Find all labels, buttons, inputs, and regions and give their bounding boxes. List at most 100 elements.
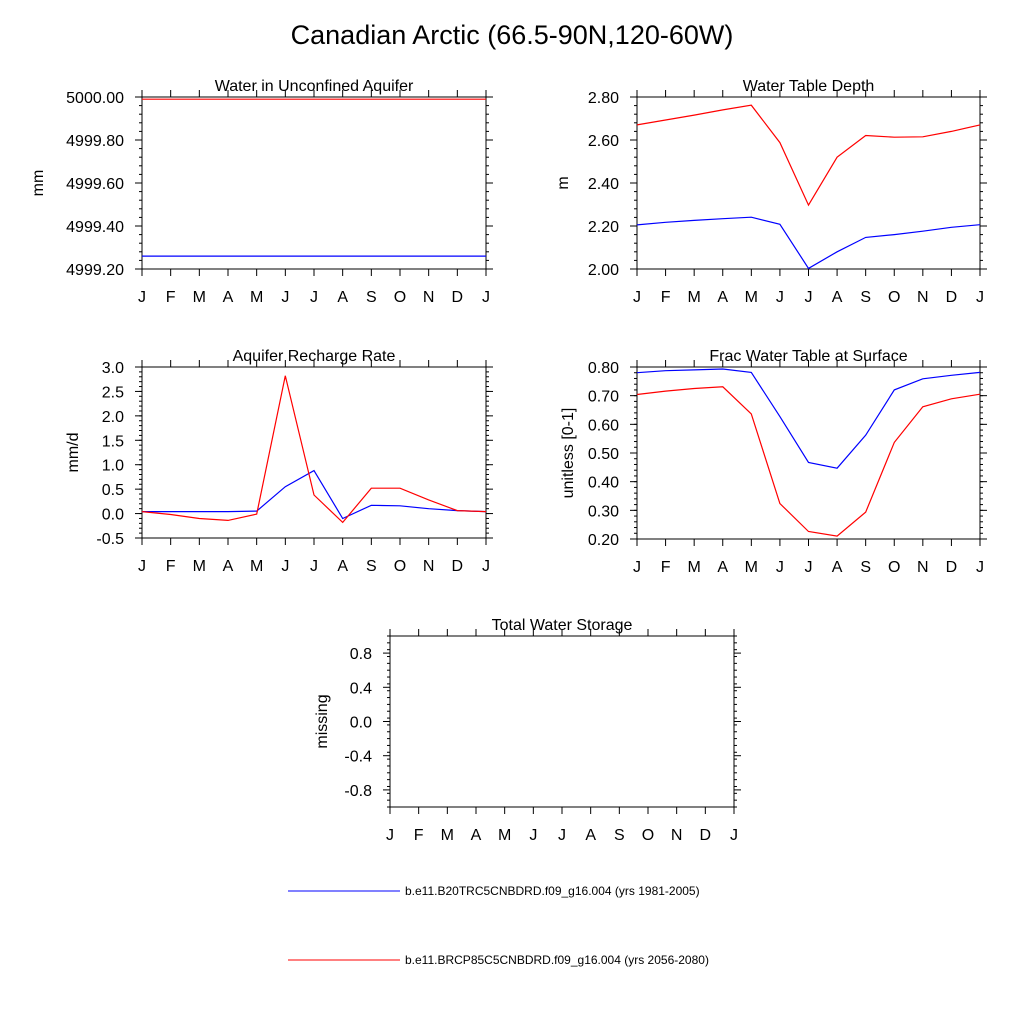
x-tick-label: F xyxy=(661,559,671,576)
x-tick-label: J xyxy=(976,559,984,576)
y-tick-label: 4999.60 xyxy=(66,176,124,193)
x-tick-label: A xyxy=(337,558,348,575)
y-tick-label: 0.70 xyxy=(588,389,619,406)
x-tick-label: N xyxy=(917,559,929,576)
y-axis-label: missing xyxy=(314,694,331,748)
x-tick-label: N xyxy=(423,289,435,306)
y-tick-label: 1.0 xyxy=(102,458,124,475)
x-tick-label: M xyxy=(250,289,263,306)
x-tick-label: J xyxy=(138,289,146,306)
series-line-red xyxy=(636,104,981,207)
x-tick-label: J xyxy=(138,558,146,575)
x-tick-label: A xyxy=(223,558,234,575)
y-tick-label: 0.0 xyxy=(102,507,124,524)
x-tick-label: J xyxy=(310,558,318,575)
panel-title: Aquifer Recharge Rate xyxy=(233,348,396,365)
y-axis-label: mm xyxy=(30,170,47,197)
x-tick-label: O xyxy=(888,289,900,306)
x-tick-label: M xyxy=(745,559,758,576)
x-tick-label: J xyxy=(529,827,537,844)
x-tick-label: M xyxy=(250,558,263,575)
y-tick-label: 0.80 xyxy=(588,360,619,377)
y-tick-label: 0.8 xyxy=(350,646,372,663)
legend-label: b.e11.B20TRC5CNBDRD.f09_g16.004 (yrs 198… xyxy=(405,884,700,898)
plot-frame xyxy=(636,96,981,270)
x-tick-label: F xyxy=(166,289,176,306)
x-tick-label: O xyxy=(394,558,406,575)
legend-entry-2: b.e11.BRCP85C5CNBDRD.f09_g16.004 (yrs 20… xyxy=(288,953,709,967)
x-tick-label: O xyxy=(642,827,654,844)
x-tick-label: S xyxy=(366,289,377,306)
x-tick-label: A xyxy=(471,827,482,844)
x-tick-label: M xyxy=(688,559,701,576)
y-axis-label: m xyxy=(555,176,572,189)
x-tick-label: J xyxy=(633,289,641,306)
y-tick-label: 4999.40 xyxy=(66,219,124,236)
y-tick-label: 0.5 xyxy=(102,482,124,499)
y-tick-label: 3.0 xyxy=(102,360,124,377)
x-tick-label: J xyxy=(281,558,289,575)
x-tick-label: J xyxy=(386,827,394,844)
x-tick-label: S xyxy=(366,558,377,575)
x-tick-label: N xyxy=(917,289,929,306)
y-tick-label: 5000.00 xyxy=(66,90,124,107)
x-tick-label: A xyxy=(717,289,728,306)
x-tick-label: S xyxy=(860,559,871,576)
x-tick-label: M xyxy=(688,289,701,306)
panel-title: Frac Water Table at Surface xyxy=(709,348,907,365)
x-tick-label: A xyxy=(832,559,843,576)
x-tick-label: M xyxy=(441,827,454,844)
x-tick-label: F xyxy=(661,289,671,306)
x-tick-label: A xyxy=(337,289,348,306)
x-tick-label: F xyxy=(166,558,176,575)
series-line-blue xyxy=(636,216,981,270)
x-tick-label: S xyxy=(860,289,871,306)
y-tick-label: -0.5 xyxy=(96,531,124,548)
x-tick-label: N xyxy=(423,558,435,575)
x-tick-label: D xyxy=(700,827,712,844)
x-tick-label: M xyxy=(193,289,206,306)
x-tick-label: F xyxy=(414,827,424,844)
legend-label: b.e11.BRCP85C5CNBDRD.f09_g16.004 (yrs 20… xyxy=(405,953,709,967)
x-tick-label: A xyxy=(223,289,234,306)
x-tick-label: J xyxy=(558,827,566,844)
y-axis-label: mm/d xyxy=(65,433,82,473)
y-tick-label: -0.8 xyxy=(344,783,372,800)
x-tick-label: S xyxy=(614,827,625,844)
y-tick-label: 0.4 xyxy=(350,680,372,697)
y-tick-label: -0.4 xyxy=(344,749,372,766)
plot-frame xyxy=(389,635,735,808)
panel-title: Water in Unconfined Aquifer xyxy=(215,78,414,95)
y-tick-label: 0.40 xyxy=(588,475,619,492)
x-tick-label: J xyxy=(976,289,984,306)
y-tick-label: 2.40 xyxy=(588,176,619,193)
x-tick-label: A xyxy=(717,559,728,576)
legend-entry-1: b.e11.B20TRC5CNBDRD.f09_g16.004 (yrs 198… xyxy=(288,884,700,898)
x-tick-label: J xyxy=(805,289,813,306)
x-tick-label: O xyxy=(888,559,900,576)
x-tick-label: N xyxy=(671,827,683,844)
series-line-blue xyxy=(142,469,487,520)
x-tick-label: J xyxy=(776,289,784,306)
series-line-blue xyxy=(636,368,981,469)
series-line-red xyxy=(141,375,487,524)
y-tick-label: 2.5 xyxy=(102,384,124,401)
x-tick-label: J xyxy=(281,289,289,306)
x-tick-label: J xyxy=(482,289,490,306)
y-tick-label: 2.0 xyxy=(102,409,124,426)
plot-frame xyxy=(141,366,487,539)
x-tick-label: D xyxy=(946,289,958,306)
x-tick-label: A xyxy=(832,289,843,306)
y-tick-label: 0.20 xyxy=(588,532,619,549)
x-tick-label: J xyxy=(310,289,318,306)
y-tick-label: 2.60 xyxy=(588,133,619,150)
y-tick-label: 1.5 xyxy=(102,433,124,450)
y-tick-label: 2.20 xyxy=(588,219,619,236)
series-line-red xyxy=(636,386,981,537)
figure-title: Canadian Arctic (66.5-90N,120-60W) xyxy=(290,20,734,50)
x-tick-label: M xyxy=(745,289,758,306)
